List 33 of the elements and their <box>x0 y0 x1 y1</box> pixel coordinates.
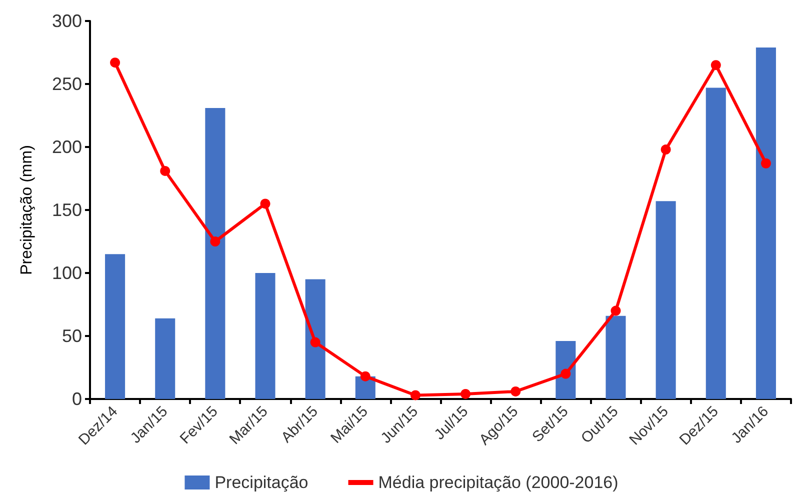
bar <box>606 316 626 399</box>
point <box>510 386 521 396</box>
bar <box>656 201 676 399</box>
point <box>210 236 220 246</box>
point <box>660 144 671 155</box>
point <box>710 60 721 70</box>
bar <box>756 47 776 399</box>
point <box>110 58 120 68</box>
bar <box>105 254 126 399</box>
point <box>610 306 621 316</box>
y-tick-label: 300 <box>52 11 82 31</box>
point <box>560 368 571 379</box>
y-tick-label: 50 <box>62 326 82 346</box>
bar <box>155 318 176 399</box>
bar <box>305 279 326 399</box>
point <box>360 371 370 382</box>
y-tick-label: 0 <box>72 389 82 409</box>
y-tick-label: 200 <box>52 137 82 157</box>
point <box>460 388 471 399</box>
point <box>410 390 420 400</box>
y-tick-label: 100 <box>52 263 82 283</box>
point <box>310 337 320 348</box>
point <box>160 166 170 176</box>
legend-label: Média precipitação (2000-2016) <box>378 473 618 492</box>
point <box>260 198 270 209</box>
y-tick-label: 250 <box>52 74 82 94</box>
legend-label: Precipitação <box>214 473 308 492</box>
point <box>760 158 771 168</box>
bar <box>205 108 226 399</box>
y-tick-label: 150 <box>52 200 82 220</box>
y-axis-title: Precipitação (mm) <box>18 145 36 275</box>
bar <box>706 88 726 399</box>
bar <box>255 273 276 399</box>
